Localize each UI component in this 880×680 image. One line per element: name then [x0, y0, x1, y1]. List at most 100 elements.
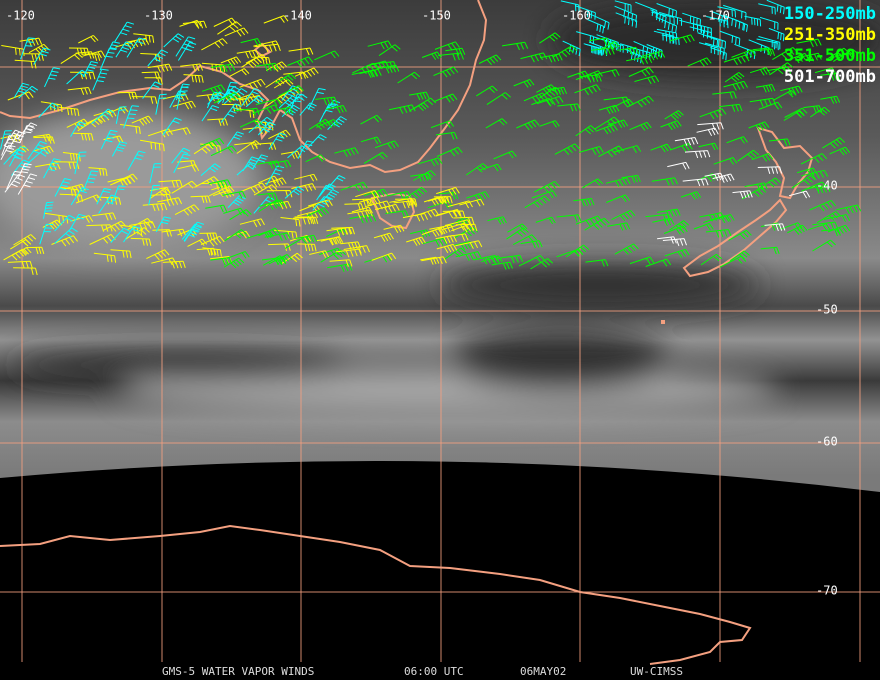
- wind-barb: [707, 35, 726, 49]
- wind-barb: [142, 202, 168, 212]
- wind-barb: [77, 117, 104, 132]
- wind-barb: [155, 93, 167, 115]
- wind-barb: [149, 187, 171, 200]
- wind-barb: [750, 48, 776, 57]
- wind-barb: [33, 47, 51, 65]
- wind-barb: [4, 173, 26, 193]
- wind-barb: [194, 176, 220, 188]
- wind-barb: [438, 52, 464, 61]
- island: [661, 320, 665, 324]
- wind-barb: [315, 96, 338, 106]
- wind-barb: [284, 186, 305, 199]
- wind-barb: [629, 256, 655, 265]
- wind-barb: [126, 217, 153, 231]
- wind-barb: [478, 163, 502, 172]
- wind-barb: [334, 147, 359, 157]
- longitude-label: -140: [283, 9, 312, 23]
- wind-barb: [473, 255, 499, 265]
- wind-barb: [801, 181, 827, 192]
- wind-barb: [418, 157, 443, 167]
- wind-barb: [664, 110, 684, 121]
- wind-barb: [158, 179, 183, 188]
- wind-barb: [126, 37, 146, 58]
- wind-barb: [816, 211, 842, 224]
- wind-barb: [455, 240, 483, 249]
- wind-barb: [278, 95, 299, 109]
- wind-barb: [82, 170, 99, 192]
- wind-barb: [141, 71, 161, 79]
- wind-barb: [327, 116, 347, 130]
- wind-barb: [179, 19, 202, 28]
- wind-barb: [322, 99, 341, 115]
- wind-barb: [89, 233, 116, 245]
- wind-barb: [274, 229, 298, 239]
- wind-barb: [485, 118, 508, 129]
- wind-barb: [670, 143, 693, 152]
- wind-barb: [180, 63, 204, 72]
- wind-barb: [445, 47, 466, 56]
- wind-barb: [780, 85, 803, 95]
- wind-barb: [70, 187, 89, 206]
- wind-barb: [265, 61, 287, 72]
- wind-barb: [829, 52, 854, 61]
- wind-barb: [284, 93, 308, 110]
- wind-barb: [259, 199, 286, 210]
- wind-barb: [764, 223, 786, 232]
- wind-barb: [536, 84, 557, 95]
- wind-barb: [516, 119, 540, 131]
- wind-barb: [227, 251, 250, 259]
- wind-barb: [121, 224, 143, 236]
- wind-barb: [308, 88, 326, 110]
- wind-barb: [682, 12, 701, 27]
- wind-barb: [699, 212, 725, 222]
- wind-barb: [612, 98, 635, 108]
- wind-barb: [38, 102, 59, 118]
- wind-barb: [429, 224, 455, 233]
- wind-barb: [363, 188, 388, 199]
- wind-barb: [539, 120, 560, 128]
- wind-barb: [562, 40, 581, 57]
- wind-barb: [729, 250, 750, 262]
- wind-barb: [800, 153, 828, 165]
- wind-barb: [344, 203, 364, 211]
- wind-barb: [378, 44, 401, 57]
- wind-barb: [1, 135, 17, 156]
- wind-barb: [393, 200, 417, 209]
- wind-barb: [183, 74, 204, 83]
- wind-barb: [565, 244, 590, 258]
- wind-barb: [100, 129, 118, 150]
- wind-barb: [292, 216, 319, 225]
- wind-barb: [326, 175, 346, 190]
- wind-barb: [69, 213, 86, 230]
- wind-barb: [422, 237, 448, 247]
- wind-barb: [731, 49, 756, 59]
- wind-barb: [814, 67, 837, 76]
- wind-barb: [210, 63, 236, 73]
- wind-barb: [229, 209, 252, 221]
- wind-barb: [113, 173, 138, 185]
- wind-barb: [120, 124, 141, 135]
- wind-barb: [539, 32, 561, 44]
- wind-barb: [252, 154, 269, 170]
- wind-barb: [212, 189, 235, 198]
- wind-barb: [617, 46, 640, 56]
- longitude-label: -150: [422, 9, 451, 23]
- wind-barb: [613, 145, 642, 154]
- wind-barb: [486, 92, 511, 106]
- wind-barb: [43, 158, 61, 179]
- wind-barb: [820, 72, 841, 81]
- wind-barb: [534, 180, 560, 193]
- wind-barb: [114, 21, 135, 43]
- wind-barb: [207, 118, 228, 126]
- wind-barb: [757, 166, 783, 175]
- wind-barb: [810, 106, 831, 118]
- wind-barb: [148, 184, 160, 206]
- longitude-labels: -120 -130 -140 -150 -160 -170: [6, 9, 730, 23]
- wind-barb: [758, 36, 781, 50]
- wind-barb: [656, 3, 677, 18]
- wind-barb: [33, 133, 53, 142]
- wind-barb: [719, 103, 743, 112]
- wind-barb: [749, 67, 771, 76]
- graticule: [0, 0, 880, 662]
- wind-barb: [760, 246, 780, 255]
